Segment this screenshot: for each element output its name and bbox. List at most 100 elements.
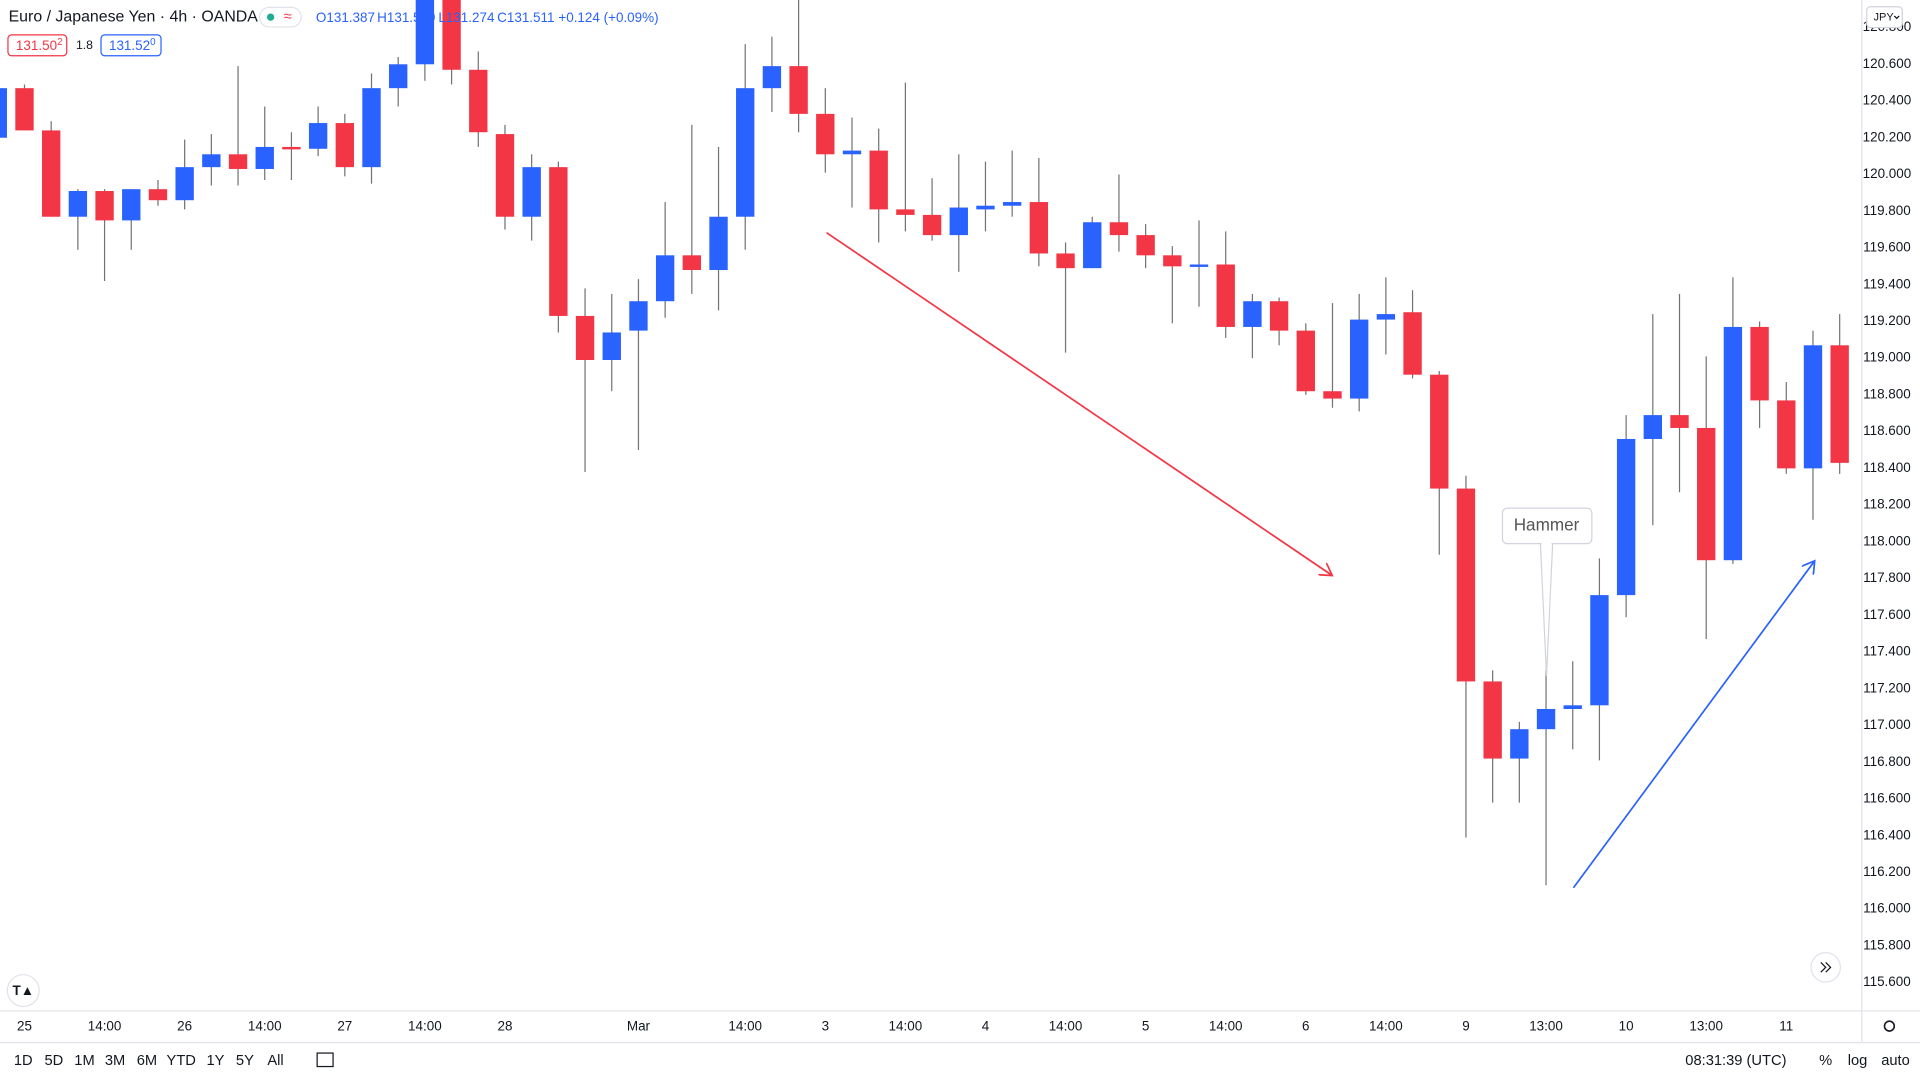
candle-body <box>629 301 648 331</box>
x-tick-label: 14:00 <box>248 1018 282 1033</box>
candle-body <box>1723 326 1743 561</box>
buy-button[interactable] <box>100 34 162 57</box>
buy-main: 131.52 <box>109 37 150 52</box>
candle-body <box>1243 301 1262 327</box>
status-pill[interactable] <box>258 6 302 28</box>
candle-body <box>1430 374 1449 489</box>
y-tick-label: 116.800 <box>1863 754 1911 769</box>
candle-body <box>415 0 435 65</box>
y-tick-label: 117.600 <box>1863 607 1911 622</box>
candle-body <box>95 191 114 221</box>
candle-body <box>762 66 782 89</box>
candle-body <box>148 189 168 201</box>
candle-body <box>789 66 808 114</box>
y-tick-label: 119.800 <box>1863 203 1911 218</box>
y-tick-label: 117.800 <box>1863 570 1911 585</box>
candle-body <box>1189 264 1209 267</box>
y-tick-label: 119.200 <box>1863 313 1911 328</box>
logo-bg[interactable] <box>6 974 40 1008</box>
y-tick-label: 118.400 <box>1863 460 1911 475</box>
x-tick-label: Mar <box>627 1018 651 1033</box>
candle-body <box>255 146 274 169</box>
candle-body <box>175 167 194 201</box>
range-button[interactable]: 5D <box>44 1053 63 1069</box>
logo: T▲ <box>12 983 34 998</box>
candle-body <box>1510 729 1529 759</box>
candle-body <box>228 154 248 169</box>
buy-price[interactable]: 131.520 <box>109 37 156 53</box>
y-tick-label: 119.000 <box>1863 350 1911 365</box>
y-tick-label: 118.200 <box>1863 497 1911 512</box>
range-button[interactable]: 3M <box>105 1053 125 1069</box>
scale-option[interactable]: auto <box>1881 1053 1910 1069</box>
x-tick-label: 5 <box>1142 1018 1149 1033</box>
ohlc-values: O131.387 H131.589 L131.274 C131.511 +0.124 (… <box>316 10 659 25</box>
y-tick-label: 116.600 <box>1863 791 1911 806</box>
y-tick-label: 118.600 <box>1863 423 1911 438</box>
x-tick-label: 3 <box>822 1018 829 1033</box>
scale-option[interactable]: % <box>1819 1053 1832 1069</box>
callout-pointer <box>1539 543 1554 676</box>
range-button[interactable]: 1M <box>74 1053 94 1069</box>
y-tick-label: 116.400 <box>1863 827 1911 842</box>
candle-body <box>282 146 301 150</box>
candle-body <box>1323 391 1342 399</box>
range-button[interactable]: YTD <box>167 1053 196 1069</box>
candle-body <box>1456 488 1476 682</box>
candle-body <box>575 315 595 360</box>
candle-body <box>1029 202 1049 254</box>
candle-body <box>1216 264 1235 327</box>
candle-body <box>736 88 755 217</box>
spread: 1.8 <box>76 38 93 52</box>
candle-body <box>202 154 221 168</box>
range-button[interactable]: 6M <box>137 1053 157 1069</box>
scroll-icon <box>1820 962 1832 973</box>
symbol-title[interactable]: Euro / Japanese Yen · 4h · OANDA <box>9 8 259 25</box>
candle-body <box>1616 438 1636 596</box>
currency-button[interactable] <box>1866 6 1903 29</box>
scale-options: % log auto <box>1819 1053 1910 1069</box>
scale-option[interactable]: log <box>1848 1053 1868 1069</box>
range-button[interactable]: 1Y <box>207 1053 225 1069</box>
range-button[interactable]: 5Y <box>236 1053 254 1069</box>
candle-body <box>1536 708 1556 730</box>
y-tick-label: 119.400 <box>1863 276 1911 291</box>
x-tick-label: 6 <box>1302 1018 1309 1033</box>
currency[interactable]: JPY <box>1873 12 1894 24</box>
uptrend-arrow <box>1572 561 1814 889</box>
time-axis: 25 14:00 26 14:00 27 14:00 28 Mar 14:00 3 14:00 4 14… <box>17 1018 1793 1033</box>
candle-body <box>1350 319 1369 399</box>
candle-body <box>1056 253 1075 269</box>
candle-body <box>1777 400 1796 469</box>
y-tick-label: 117.400 <box>1863 644 1911 659</box>
range-button[interactable]: All <box>267 1053 283 1069</box>
sell-price[interactable]: 131.502 <box>16 37 63 53</box>
candle-body <box>922 214 942 236</box>
price-axis: 115.600 115.800 116.000 116.200 116.400 116.6… <box>1863 19 1912 989</box>
x-tick-label: 10 <box>1619 1018 1634 1033</box>
sell-button[interactable] <box>7 34 68 57</box>
candle-body <box>1483 681 1502 759</box>
candle-body <box>1830 345 1849 463</box>
y-tick-label: 117.200 <box>1863 680 1911 695</box>
settings-icon[interactable] <box>1883 1020 1896 1032</box>
y-tick-label: 116.200 <box>1863 864 1911 879</box>
candle-body <box>335 123 354 168</box>
range-button[interactable]: 1D <box>14 1053 33 1069</box>
hammer-label: Hammer <box>1514 514 1580 534</box>
candle-body <box>682 255 702 270</box>
candle-body <box>0 88 7 138</box>
candle-body <box>896 209 915 215</box>
candle-body <box>1136 235 1155 256</box>
goto-date-icon[interactable] <box>316 1052 334 1068</box>
downtrend-arrow <box>826 231 1333 576</box>
candle-body <box>442 0 461 70</box>
candle-body <box>1376 314 1396 320</box>
candle-body <box>1643 415 1662 439</box>
x-tick-label: 26 <box>177 1018 192 1033</box>
sell-main: 131.50 <box>16 37 57 52</box>
x-tick-label: 14:00 <box>1369 1018 1403 1033</box>
candle-body <box>1002 202 1022 206</box>
plot-area <box>0 0 1849 886</box>
candle-body <box>1163 255 1182 267</box>
